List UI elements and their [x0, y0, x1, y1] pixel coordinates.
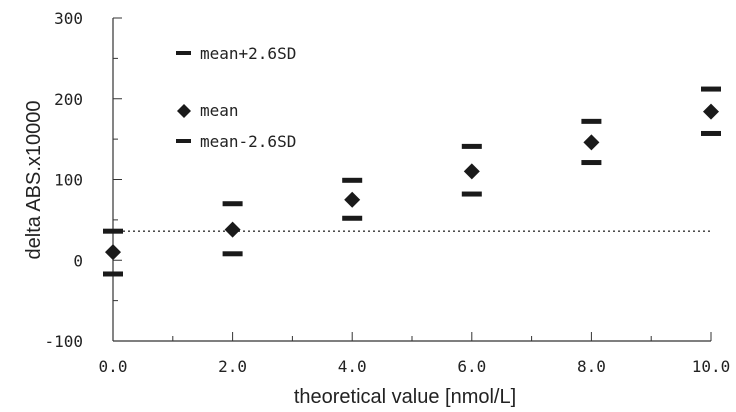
lower-limit-mark — [461, 191, 482, 197]
upper-limit-mark — [103, 228, 123, 234]
mean-diamond-point — [224, 221, 241, 238]
legend: mean+2.6SD mean mean-2.6SD — [176, 44, 296, 151]
x-tick-label: 8.0 — [577, 357, 606, 376]
legend-label-upper: mean+2.6SD — [200, 44, 296, 63]
mean-diamond-point — [463, 163, 480, 180]
lower-limit-mark — [222, 251, 243, 257]
legend-marker-lower — [176, 139, 191, 143]
lower-limit-mark — [581, 160, 602, 166]
upper-limit-mark — [461, 143, 482, 149]
x-axis-title: theoretical value [nmol/L] — [294, 386, 516, 408]
y-tick-label: -100 — [44, 332, 83, 351]
upper-limit-mark — [222, 201, 243, 207]
y-tick-label: 300 — [54, 9, 83, 28]
x-tick-label: 0.0 — [99, 357, 128, 376]
y-axis-title: delta ABS.x10000 — [23, 100, 45, 259]
x-tick-label: 10.0 — [692, 357, 731, 376]
y-tick-label: 100 — [54, 171, 83, 190]
mean-diamond-point — [344, 191, 361, 208]
upper-limit-mark — [342, 177, 363, 183]
lower-limit-mark — [103, 271, 123, 277]
x-tick-label: 6.0 — [457, 357, 486, 376]
lower-limit-mark — [342, 215, 363, 221]
legend-label-lower: mean-2.6SD — [200, 132, 296, 151]
legend-label-mean: mean — [200, 101, 239, 120]
y-tick-label: 200 — [54, 90, 83, 109]
lower-limit-mark — [701, 130, 721, 136]
x-tick-label: 2.0 — [218, 357, 247, 376]
x-tick-label: 4.0 — [338, 357, 367, 376]
mean-diamond-point — [105, 244, 121, 261]
mean-diamond-point — [583, 134, 600, 151]
data-marks — [103, 86, 721, 277]
axes — [112, 17, 712, 342]
tick-labels: 0.0 2.0 4.0 6.0 8.0 10.0 300 200 100 0 -100 — [44, 9, 730, 376]
upper-limit-mark — [701, 86, 721, 92]
legend-marker-mean — [177, 104, 191, 118]
y-tick-label: 0 — [73, 251, 83, 270]
mean-diamond-point — [703, 103, 719, 120]
legend-marker-upper — [176, 51, 191, 55]
upper-limit-mark — [581, 118, 602, 124]
